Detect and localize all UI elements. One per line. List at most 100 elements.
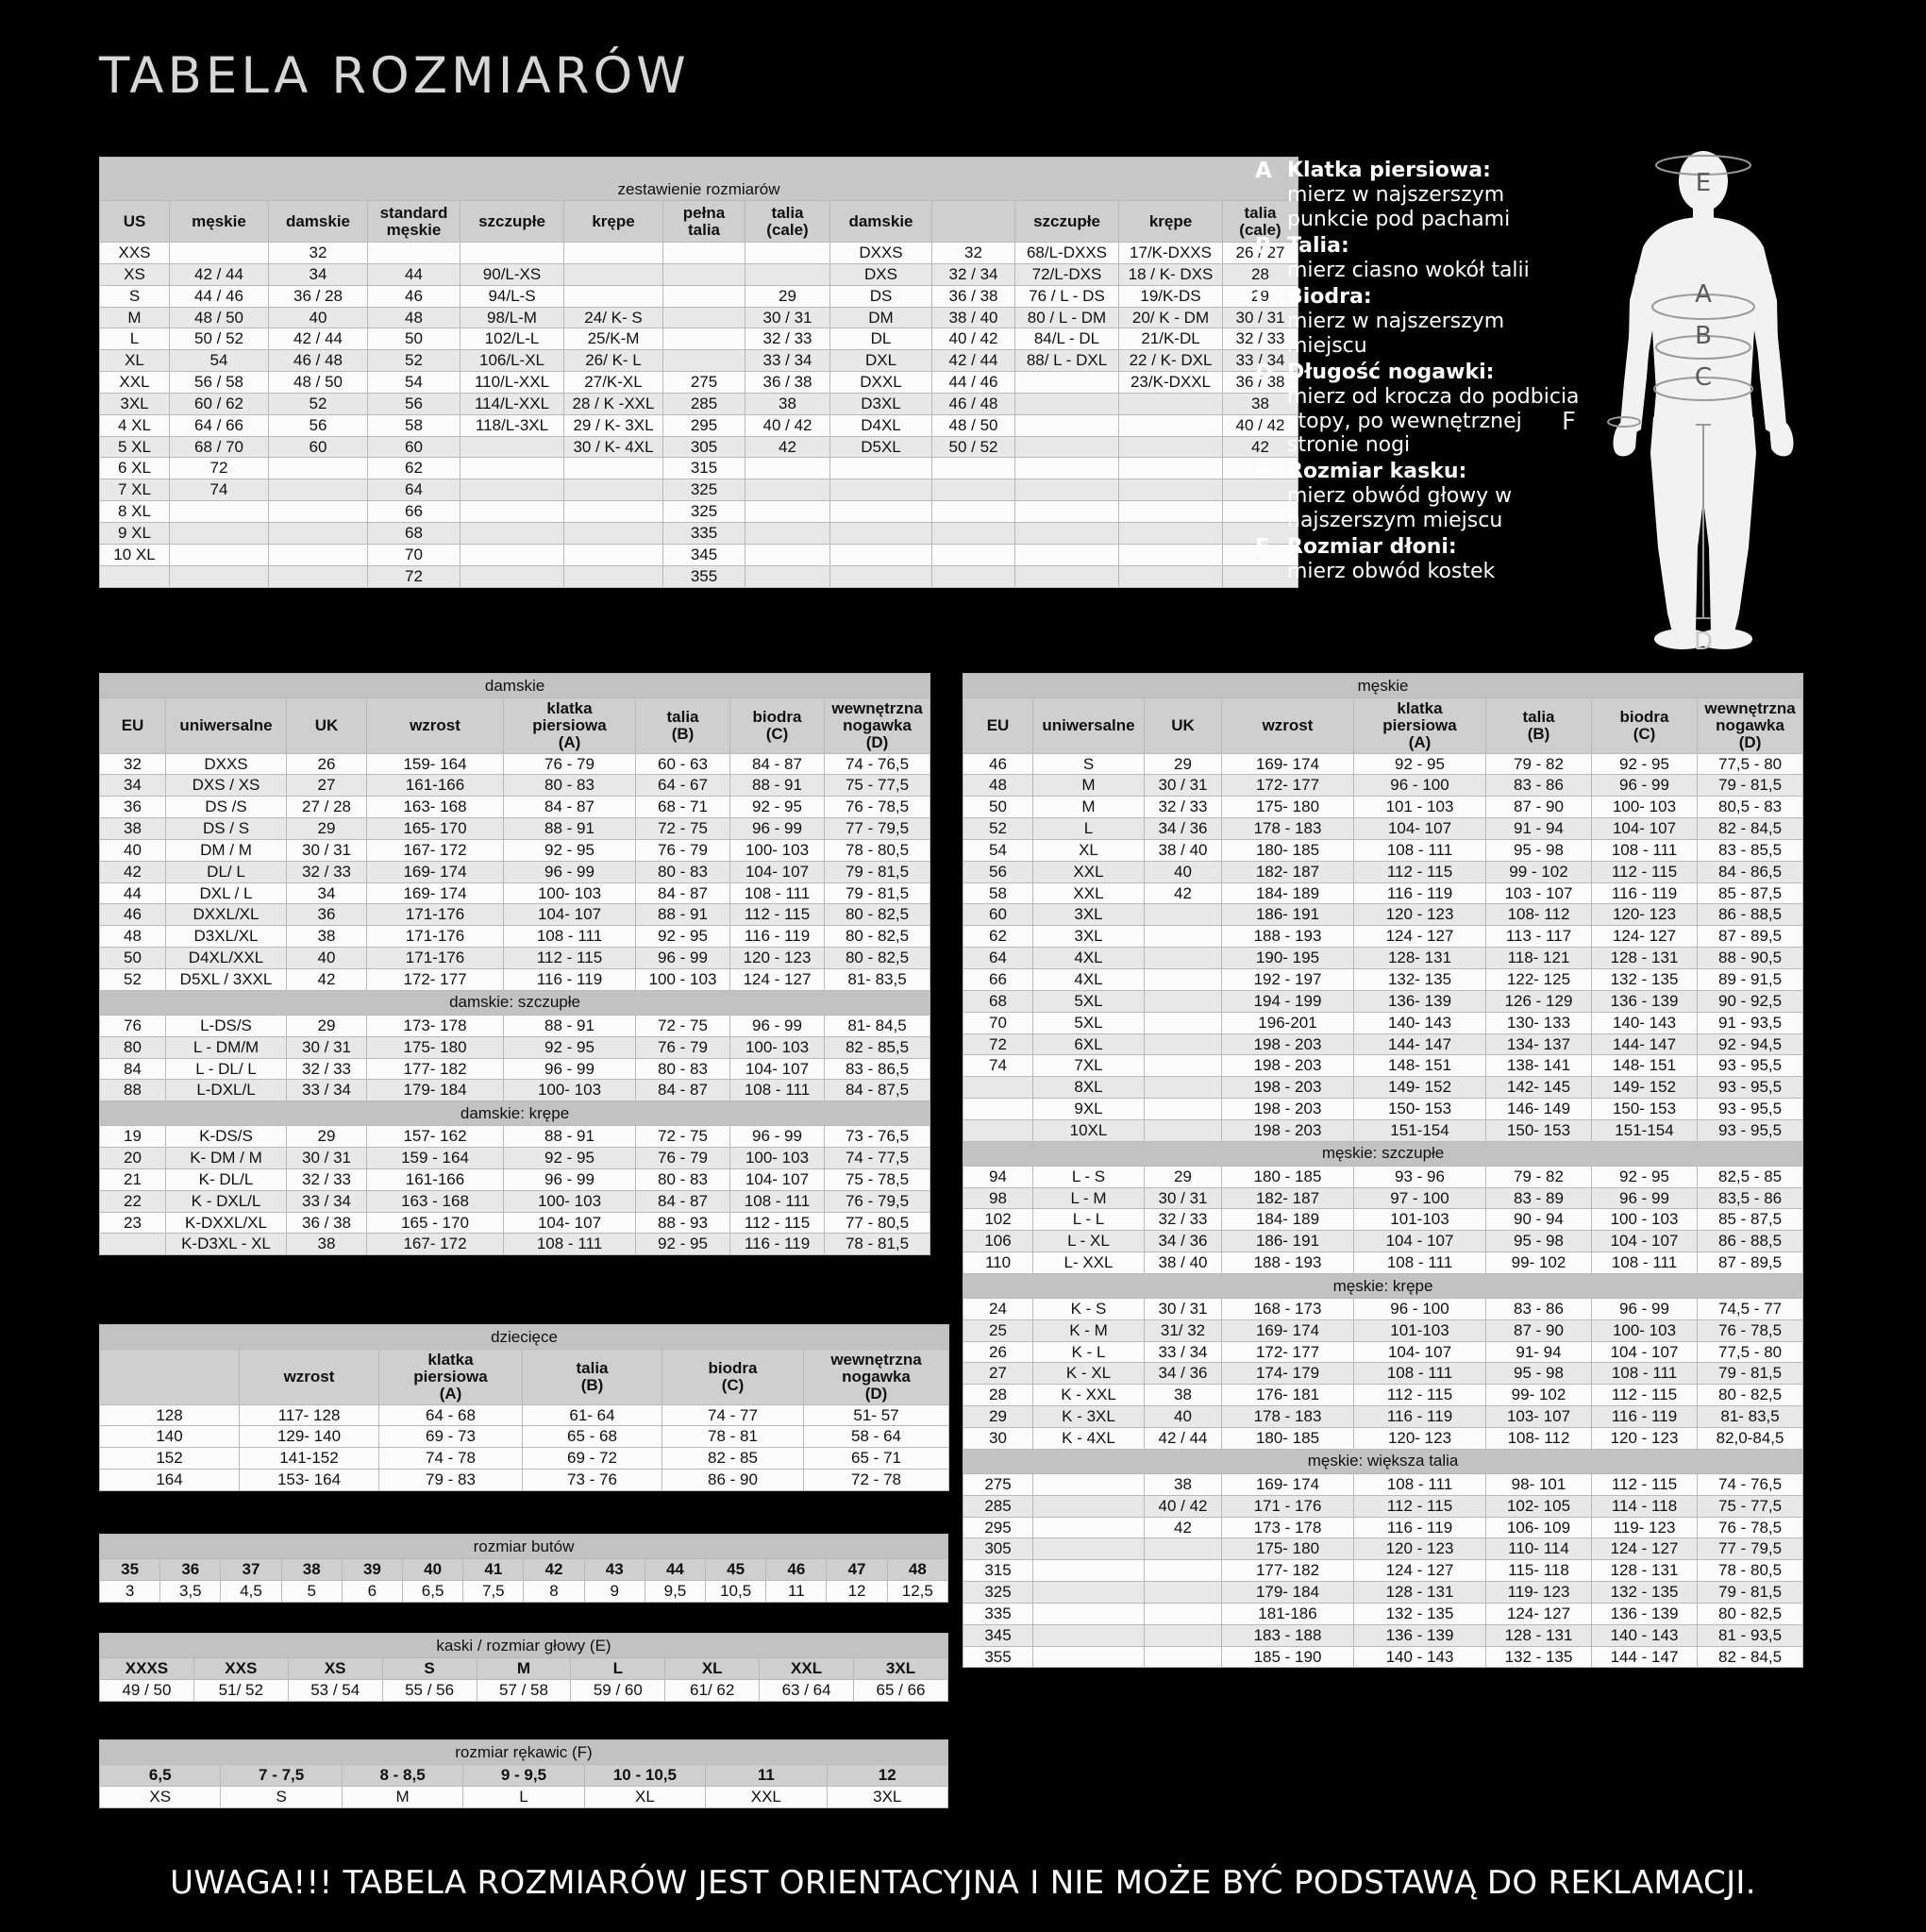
table-cell: 60 bbox=[963, 903, 1033, 927]
table-cell bbox=[1144, 1623, 1222, 1647]
column-header: XS bbox=[287, 1657, 383, 1680]
table-cell: 29 bbox=[286, 817, 367, 840]
table-cell: 72 - 78 bbox=[802, 1469, 950, 1491]
table-cell: 79 - 82 bbox=[1485, 752, 1592, 776]
table-row: 305 175- 180 120 - 123 110- 114 124 - 127 77 … bbox=[963, 1537, 1804, 1561]
table-cell: 76 - 79 bbox=[635, 1147, 730, 1169]
table-cell: 26/ K- L bbox=[563, 349, 663, 373]
table-cell: 64 - 67 bbox=[635, 774, 730, 798]
table-cell: 87 - 89,5 bbox=[1696, 1252, 1804, 1274]
section-banner-label: rozmiar butów bbox=[99, 1534, 948, 1559]
table-cell: 24 bbox=[963, 1297, 1033, 1320]
table-cell: 275 bbox=[963, 1472, 1033, 1496]
table-cell: 79 - 81,5 bbox=[1696, 1581, 1804, 1604]
legend-term: Talia: bbox=[1287, 233, 1349, 258]
table-cell: 93 - 95,5 bbox=[1696, 1118, 1804, 1142]
table-cell: 172- 177 bbox=[1221, 1340, 1354, 1364]
table-cell: 56 bbox=[268, 413, 368, 437]
column-header: 12 bbox=[826, 1764, 949, 1787]
table-cell: 58 bbox=[963, 882, 1033, 905]
table-cell: 108 - 111 bbox=[1353, 1362, 1486, 1386]
kids-size-table: dziecięce wzrost klatka piersiowa (A) talia (B… bbox=[98, 1324, 950, 1491]
table-cell: 96 - 99 bbox=[729, 1125, 825, 1149]
table-cell: 169- 174 bbox=[1221, 1472, 1354, 1496]
table-cell: 167- 172 bbox=[366, 838, 504, 862]
table-cell: 84 - 86,5 bbox=[1696, 860, 1804, 883]
table-cell: 128- 131 bbox=[1353, 947, 1486, 969]
table-cell: 178 - 183 bbox=[1221, 817, 1354, 840]
table-cell: 124 - 127 bbox=[1591, 1537, 1698, 1561]
table-cell: L-DS/S bbox=[165, 1014, 287, 1037]
legend-term: Rozmiar dłoni: bbox=[1287, 535, 1457, 560]
table-cell: 108 - 111 bbox=[1353, 1472, 1486, 1496]
table-cell: K - S bbox=[1032, 1297, 1145, 1320]
table-cell: 40 bbox=[1144, 1405, 1222, 1428]
table-cell: 74,5 - 77 bbox=[1696, 1297, 1804, 1320]
table-cell: 96 - 99 bbox=[1591, 1186, 1698, 1210]
table-cell: 110- 114 bbox=[1485, 1537, 1592, 1561]
table-cell bbox=[460, 500, 564, 523]
table-cell: 95 - 98 bbox=[1485, 1230, 1592, 1253]
table-cell: 115- 118 bbox=[1485, 1559, 1592, 1583]
table-cell: 82 - 84,5 bbox=[1696, 817, 1804, 840]
table-cell: 335 bbox=[662, 521, 745, 545]
section-banner-label: damskie bbox=[98, 673, 931, 698]
table-cell: 132- 135 bbox=[1353, 967, 1486, 991]
section-banner-label: męskie: większa talia bbox=[962, 1448, 1804, 1474]
column-header: męskie bbox=[169, 200, 269, 243]
table-cell: 25/K-M bbox=[563, 328, 663, 351]
column-header: talia (cale) bbox=[745, 200, 830, 243]
table-cell bbox=[563, 564, 663, 588]
column-header: UK bbox=[286, 697, 367, 754]
table-cell: 64 bbox=[963, 947, 1033, 969]
table-cell: 5 XL bbox=[99, 435, 170, 459]
table-cell: 64 bbox=[367, 479, 461, 502]
table-cell: 144- 147 bbox=[1353, 1033, 1486, 1056]
table-cell: 305 bbox=[662, 435, 745, 459]
legend-body: Długość nogawki: mierz od krocza do podbi… bbox=[1287, 361, 1585, 459]
table-cell: 46 / 48 bbox=[268, 349, 368, 373]
table-row: 140 129- 140 69 - 73 65 - 68 78 - 81 58 - 64 bbox=[99, 1425, 950, 1449]
table-cell: 80 - 83 bbox=[635, 1057, 730, 1081]
table-cell: 29 bbox=[1144, 752, 1222, 776]
column-header: XL bbox=[664, 1657, 761, 1680]
table-cell: 96 - 99 bbox=[729, 817, 825, 840]
table-cell: 128 - 131 bbox=[1353, 1581, 1486, 1604]
table-cell: 108 - 111 bbox=[1591, 838, 1698, 862]
column-header: biodra (C) bbox=[1591, 697, 1698, 754]
table-cell: 88 - 91 bbox=[635, 903, 730, 927]
column-header: M bbox=[476, 1657, 572, 1680]
table-cell: 104 - 107 bbox=[1353, 1230, 1486, 1253]
column-header: US bbox=[99, 200, 170, 243]
column-header: pełna talia bbox=[662, 200, 745, 243]
table-row: 295 42 173 - 178 116 - 119 106- 109 119- 123 7… bbox=[963, 1516, 1804, 1539]
figure-marker-C: C bbox=[1695, 363, 1712, 392]
table-cell: 182- 187 bbox=[1221, 860, 1354, 883]
table-cell: 48 bbox=[99, 925, 166, 949]
table-cell: K- DL/L bbox=[165, 1168, 287, 1191]
helmet-size-table: kaski / rozmiar głowy (E) XXXS XXS XS S M L XL X… bbox=[99, 1633, 948, 1702]
table-cell: 44 bbox=[99, 882, 166, 905]
table-row: 58 XXL 42 184- 189 116 - 119 103 - 107 116 - 1… bbox=[963, 882, 1804, 905]
section-banner-label: dziecięce bbox=[98, 1324, 950, 1350]
table-cell: 77 - 79,5 bbox=[823, 817, 931, 840]
table-row: 106 L - XL 34 / 36 186- 191 104 - 107 95 - 98… bbox=[963, 1230, 1804, 1253]
table-cell: 108 - 111 bbox=[503, 925, 636, 949]
table-cell: 3XL bbox=[1032, 925, 1145, 949]
table-cell: 7 XL bbox=[99, 479, 170, 502]
table-cell: 30 / 31 bbox=[1144, 1297, 1222, 1320]
table-cell bbox=[169, 564, 269, 588]
table-cell bbox=[1014, 392, 1119, 415]
table-cell: 38 bbox=[286, 925, 367, 949]
table-cell bbox=[460, 521, 564, 545]
table-cell: 116 - 119 bbox=[1353, 882, 1486, 905]
table-cell: 38 bbox=[1144, 1384, 1222, 1407]
table-cell: 50 bbox=[367, 328, 461, 351]
table-cell: 32 bbox=[931, 242, 1015, 264]
table-row: 3XL 60 / 62 52 56 114/L-XXL 28 / K -XXL 285 38 D… bbox=[99, 392, 1299, 415]
table-cell: 72 - 75 bbox=[635, 1125, 730, 1149]
column-header: 41 bbox=[462, 1558, 525, 1581]
column-header: klatka piersiowa (A) bbox=[1353, 697, 1486, 754]
column-header: krępe bbox=[1118, 200, 1223, 243]
